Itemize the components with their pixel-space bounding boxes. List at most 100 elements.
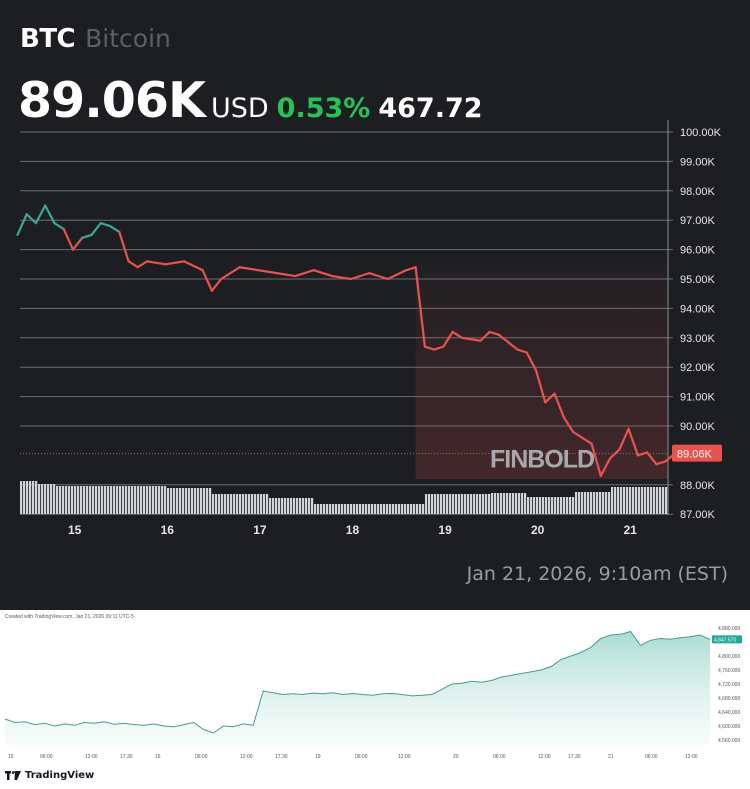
price-line-segment: [220, 266, 241, 281]
volume-bar: [329, 504, 332, 514]
tradingview-area-chart[interactable]: 4,880.000 4,800.000 4,760.000 4,720.000 4,68…: [0, 620, 750, 760]
volume-bar: [593, 492, 596, 514]
volume-bar: [359, 504, 362, 514]
volume-bar: [338, 504, 341, 514]
volume-bar: [80, 486, 83, 514]
price-line-segment: [497, 333, 519, 351]
tradingview-logo[interactable]: TradingView: [5, 770, 94, 781]
volume-bar: [89, 486, 92, 514]
price-header: 89.06K USD 0.53% 467.72: [18, 72, 483, 129]
change-percent: 0.53%: [276, 93, 371, 124]
price-line-segment: [433, 345, 445, 351]
price-line-segment: [562, 416, 575, 433]
asset-header: BTC Bitcoin: [20, 24, 171, 54]
asset-name: Bitcoin: [85, 24, 171, 53]
y-axis-label: 87.00K: [680, 509, 716, 521]
volume-bar: [227, 494, 230, 514]
volume-bar: [23, 481, 26, 514]
price-line-segment: [16, 213, 28, 237]
volume-bar: [488, 494, 491, 514]
volume-bar: [209, 488, 212, 514]
tv-x-label: 19: [315, 754, 321, 760]
volume-bar: [482, 494, 485, 514]
volume-bar: [113, 486, 116, 514]
volume-bar: [257, 494, 260, 514]
volume-bar: [485, 494, 488, 514]
timestamp: Jan 21, 2026, 9:10am (EST): [466, 563, 728, 585]
volume-bar: [344, 504, 347, 514]
y-axis-label: 100.00K: [680, 127, 722, 139]
volume-bar: [569, 497, 572, 514]
y-axis-label: 96.00K: [680, 245, 716, 257]
volume-bar: [206, 488, 209, 514]
volume-bar: [173, 488, 176, 514]
tv-x-label: 12:00: [85, 754, 98, 760]
volume-bar: [524, 493, 527, 514]
volume-bar: [410, 504, 413, 514]
volume-bar: [245, 494, 248, 514]
volume-bar: [134, 486, 137, 514]
volume-bar: [50, 484, 53, 514]
volume-bar: [176, 488, 179, 514]
btc-price-chart[interactable]: 100.00K 99.00K 98.00K 97.00K 96.00K 95.00K 94.…: [0, 120, 750, 540]
volume-bar: [305, 498, 308, 514]
volume-bar: [365, 504, 368, 514]
volume-bar: [182, 488, 185, 514]
tv-x-label: 17:30: [275, 754, 288, 760]
volume-bar: [317, 504, 320, 514]
volume-bar: [437, 494, 440, 514]
volume-bar: [518, 493, 521, 514]
volume-bar: [179, 488, 182, 514]
tv-y-label: 4,720.000: [718, 682, 740, 688]
volume-bar: [578, 492, 581, 514]
tv-x-label: 06:00: [645, 754, 658, 760]
volume-bar: [392, 504, 395, 514]
price-line-segment: [25, 213, 38, 225]
volume-bar: [623, 487, 626, 514]
volume-bar: [608, 492, 611, 514]
volume-bar: [125, 486, 128, 514]
tv-x-label: 06:00: [40, 754, 53, 760]
volume-bar: [626, 487, 629, 514]
volume-bar: [188, 488, 191, 514]
volume-bar: [599, 492, 602, 514]
volume-bar: [26, 481, 29, 514]
change-absolute: 467.72: [378, 93, 483, 124]
price-line-segment: [349, 272, 371, 281]
volume-bar: [68, 486, 71, 514]
volume-bar: [242, 494, 245, 514]
volume-bar: [428, 494, 431, 514]
volume-bar: [215, 494, 218, 514]
currency-label: USD: [210, 93, 269, 124]
tv-x-label: 12:00: [398, 754, 411, 760]
volume-bar: [455, 494, 458, 514]
volume-bar: [452, 494, 455, 514]
volume-bar: [611, 487, 614, 514]
volume-bar: [662, 487, 665, 514]
tv-area-fill: [5, 631, 710, 745]
tradingview-logo-text: TradingView: [25, 770, 95, 781]
current-price-badge: [672, 444, 722, 462]
price-line-segment: [368, 272, 389, 281]
volume-bar: [653, 487, 656, 514]
tv-y-label: 4,880.000: [718, 626, 740, 632]
volume-bar: [101, 486, 104, 514]
volume-bar: [314, 504, 317, 514]
volume-bar: [140, 486, 143, 514]
volume-bar: [251, 494, 254, 514]
price-line-segment: [99, 222, 112, 228]
volume-bar: [596, 492, 599, 514]
volume-bar: [629, 487, 632, 514]
current-price-badge-text: 89.06K: [677, 449, 713, 461]
volume-bar: [563, 497, 566, 514]
x-axis-label: 21: [624, 523, 638, 537]
y-axis-label: 94.00K: [680, 303, 716, 315]
tv-x-label: 16: [155, 754, 161, 760]
volume-bar: [476, 494, 479, 514]
volume-bar: [44, 484, 47, 514]
price-line-segment: [590, 442, 602, 478]
price-line-segment: [405, 266, 417, 272]
price-line-segment: [460, 336, 482, 342]
x-axis-label: 20: [531, 523, 545, 537]
volume-bar: [422, 504, 425, 514]
